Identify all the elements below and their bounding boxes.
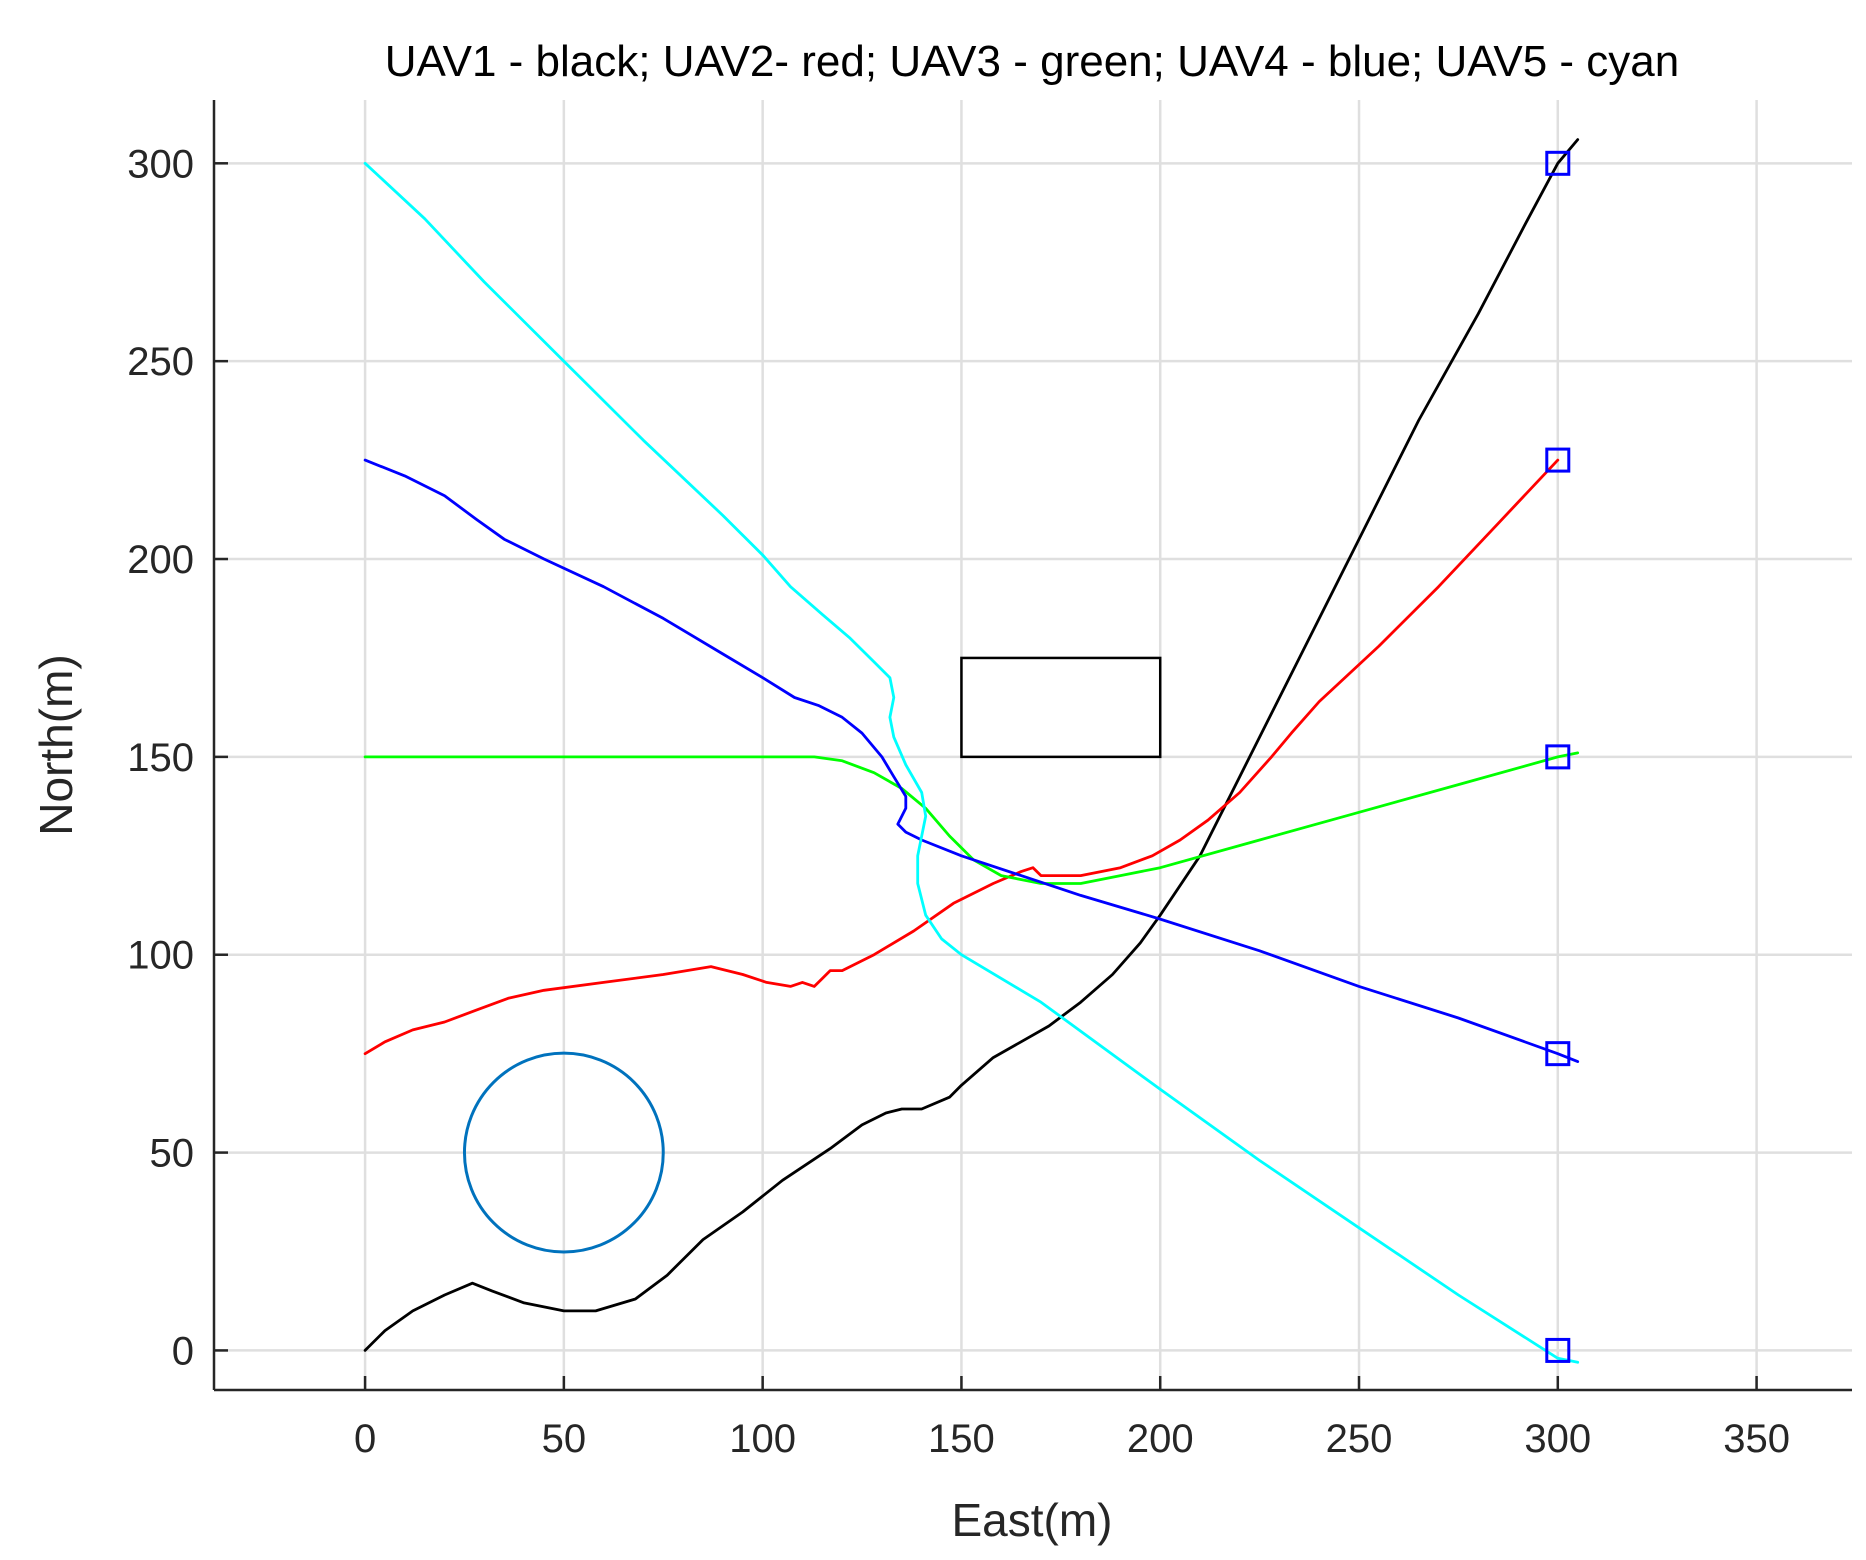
series-line-4: [363, 458, 1580, 1063]
y-axis-label: North(m): [30, 654, 82, 835]
x-tick-label: 200: [1127, 1417, 1194, 1461]
goal-marker: [1545, 744, 1571, 770]
y-tick-label: 50: [150, 1132, 195, 1176]
x-tick-label: 300: [1524, 1417, 1591, 1461]
goal-marker: [1545, 150, 1571, 176]
y-tick-label: 100: [127, 934, 194, 978]
x-tick-label: 150: [928, 1417, 995, 1461]
axes: [212, 100, 1852, 1392]
x-tick-label: 50: [542, 1417, 587, 1461]
goal-markers: [1545, 150, 1571, 1363]
y-tick-label: 0: [172, 1329, 194, 1373]
y-tick-label: 250: [127, 340, 194, 384]
y-tick-label: 200: [127, 538, 194, 582]
tick-labels: 0 50 100 150 200 250 300 350 0 50 100 150 200 250 300: [127, 142, 1790, 1461]
goal-marker: [1545, 1041, 1571, 1067]
x-tick-label: 250: [1326, 1417, 1393, 1461]
series-line-3: [363, 751, 1580, 885]
x-tick-label: 350: [1723, 1417, 1790, 1461]
goal-marker: [1545, 1337, 1571, 1363]
chart-title: UAV1 - black; UAV2- red; UAV3 - green; U…: [385, 37, 1679, 86]
series-line-5: [363, 161, 1580, 1364]
circle-obstacle: [462, 1051, 665, 1254]
series-lines: [363, 138, 1580, 1364]
y-tick-label: 300: [127, 142, 194, 186]
y-tick-label: 150: [127, 736, 194, 780]
goal-marker: [1545, 447, 1571, 473]
series-line-2: [363, 458, 1560, 1056]
series-line-1: [363, 138, 1580, 1352]
x-tick-label: 0: [354, 1417, 376, 1461]
rectangle-obstacle: [960, 656, 1162, 759]
x-tick-label: 100: [729, 1417, 796, 1461]
obstacles: [462, 656, 1162, 1254]
x-axis-label: East(m): [952, 1494, 1113, 1546]
